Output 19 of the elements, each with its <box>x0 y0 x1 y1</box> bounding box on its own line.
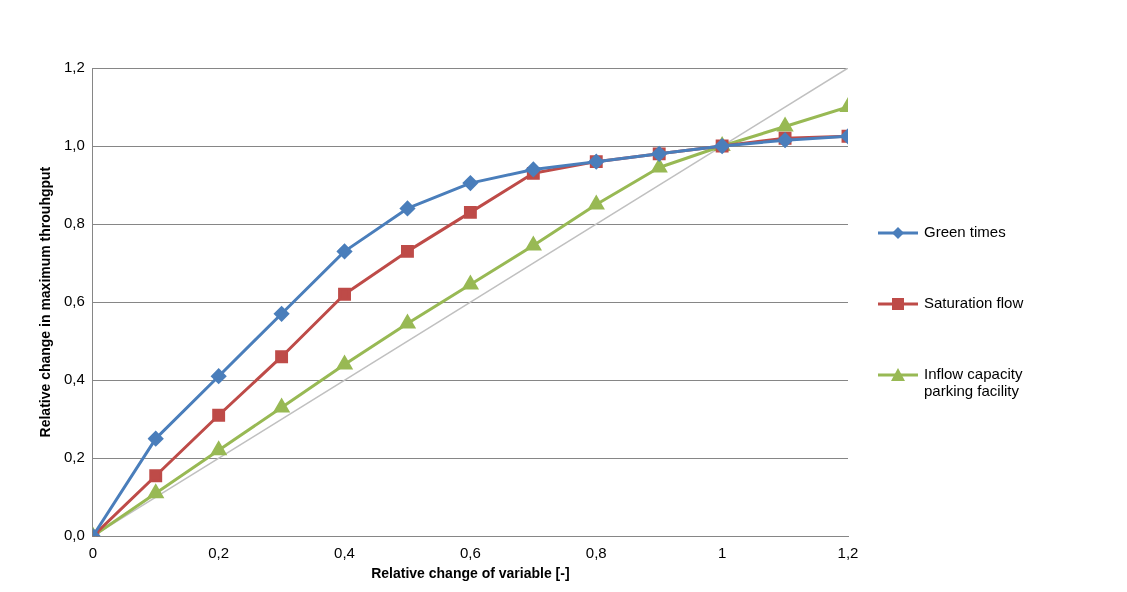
y-tick-label: 1,0 <box>63 136 85 154</box>
x-tick-label: 1,2 <box>837 543 859 561</box>
y-tick-label: 0,8 <box>63 214 85 232</box>
y-tick-label: 1,2 <box>63 58 85 76</box>
x-tick-label: 0,2 <box>208 543 230 561</box>
x-tick-label: 0,6 <box>459 543 481 561</box>
x-tick-label: 0 <box>88 543 97 561</box>
y-axis-title: Relative change in maximum throuhgput <box>37 166 54 438</box>
legend-label: Green times <box>924 222 1007 240</box>
legend-label: Inflow capacity parking facility <box>924 364 1024 399</box>
x-axis-title: Relative change of variable [-] <box>371 565 570 582</box>
x-tick-label: 0,8 <box>585 543 607 561</box>
y-tick-label: 0,6 <box>63 292 85 310</box>
legend-label: Saturation flow <box>924 293 1025 311</box>
y-tick-label: 0,2 <box>63 448 85 466</box>
y-tick-label: 0,0 <box>63 526 85 544</box>
x-tick-label: 1 <box>717 543 727 561</box>
x-tick-label: 0,4 <box>334 543 355 561</box>
y-tick-label: 0,4 <box>63 370 85 388</box>
